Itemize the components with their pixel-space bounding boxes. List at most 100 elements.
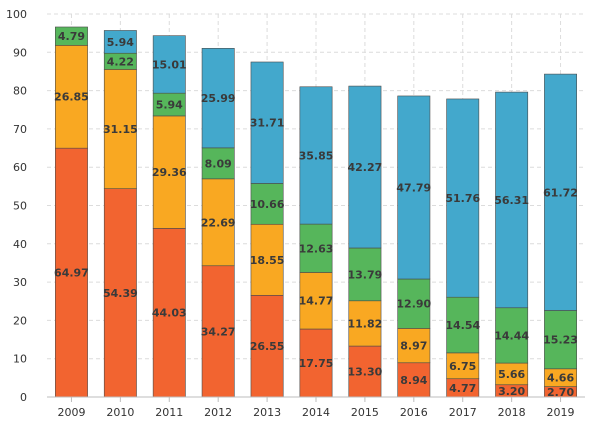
- y-tick-label: 90: [13, 46, 27, 59]
- bar-segment-2017-s2: [446, 296, 480, 354]
- data-label: 12.63: [299, 242, 334, 255]
- bar-segment-2010-s0: [103, 188, 137, 398]
- bar-segment-2009-s1: [55, 45, 88, 149]
- y-tick-label: 10: [13, 353, 27, 366]
- bar-segment-2014-s1: [299, 272, 333, 330]
- data-label: 44.03: [152, 307, 187, 320]
- bar-segment-2019-s3: [544, 73, 577, 311]
- y-axis: 0 10 20 30 40 50 60 70 80 90 100: [6, 8, 27, 404]
- data-label: 8.94: [400, 374, 427, 387]
- bars: 64.97 26.85 4.79 54.39 31.15 4.22 5.94 44.03 29.…: [54, 26, 578, 399]
- data-label: 6.75: [449, 360, 476, 373]
- y-tick-label: 50: [13, 200, 27, 213]
- bar-segment-2018-s3: [495, 91, 529, 309]
- data-label: 13.30: [348, 366, 383, 379]
- data-label: 8.09: [205, 157, 232, 170]
- data-label: 8.97: [400, 340, 427, 353]
- data-label: 14.44: [494, 329, 529, 342]
- data-label: 5.66: [498, 368, 525, 381]
- data-label: 54.39: [103, 287, 138, 300]
- bar-segment-2018-s2: [495, 307, 529, 364]
- bar-segment-2011-s3: [152, 35, 186, 94]
- x-tick-label: 2014: [302, 406, 330, 419]
- bar-segment-2011-s1: [152, 115, 186, 229]
- data-label: 4.77: [449, 382, 476, 395]
- data-label: 61.72: [543, 186, 578, 199]
- data-label: 3.20: [498, 385, 525, 398]
- bar-segment-2017-s1: [446, 352, 480, 380]
- y-tick-label: 60: [13, 161, 27, 174]
- bar-segment-2009-s0: [55, 147, 88, 398]
- data-label: 26.85: [54, 91, 89, 104]
- bar-segment-2012-s2: [201, 147, 235, 180]
- y-tick-label: 100: [6, 8, 27, 21]
- bar-segment-2014-s3: [299, 86, 333, 225]
- data-label: 12.90: [396, 298, 431, 311]
- x-tick-label: 2016: [400, 406, 428, 419]
- bar-segment-2012-s3: [201, 48, 235, 149]
- data-label: 5.94: [156, 99, 183, 112]
- data-label: 51.76: [445, 192, 480, 205]
- data-label: 14.77: [299, 295, 334, 308]
- bar-segment-2015-s0: [348, 345, 382, 398]
- bar-segment-2010-s1: [103, 69, 137, 189]
- bar-segment-2015-s1: [348, 300, 382, 347]
- data-label: 22.69: [201, 216, 236, 229]
- x-tick-label: 2010: [106, 406, 134, 419]
- y-tick-label: 70: [13, 123, 27, 136]
- data-label: 47.79: [396, 181, 431, 194]
- bar-segment-2012-s1: [201, 178, 235, 267]
- data-label: 18.55: [250, 254, 285, 267]
- x-tick-label: 2015: [351, 406, 379, 419]
- x-tick-label: 2009: [57, 406, 85, 419]
- data-label: 35.85: [299, 149, 334, 162]
- bar-segment-2013-s1: [250, 223, 284, 296]
- bar-segment-2016-s3: [397, 95, 431, 280]
- data-label: 56.31: [494, 194, 529, 207]
- bar-segment-2019-s2: [544, 310, 577, 370]
- bar-segment-2013-s3: [250, 61, 284, 184]
- bar-segment-2015-s3: [348, 85, 382, 249]
- x-tick-label: 2013: [253, 406, 281, 419]
- data-label: 42.27: [348, 161, 383, 174]
- data-label: 10.66: [250, 198, 285, 211]
- y-tick-label: 30: [13, 276, 27, 289]
- x-tick-label: 2017: [449, 406, 477, 419]
- data-label: 29.36: [152, 166, 187, 179]
- bar-segment-2016-s2: [397, 278, 431, 329]
- data-label: 26.55: [250, 340, 285, 353]
- x-tick-label: 2018: [498, 406, 526, 419]
- bar-segment-2009-s2: [55, 26, 88, 46]
- data-label: 4.66: [547, 372, 574, 385]
- data-label: 25.99: [201, 92, 236, 105]
- bar-segment-2011-s0: [152, 228, 186, 398]
- data-label: 15.23: [543, 334, 578, 347]
- data-label: 34.27: [201, 325, 236, 338]
- data-label: 14.54: [445, 319, 480, 332]
- data-label: 13.79: [348, 268, 383, 281]
- x-tick-label: 2011: [155, 406, 183, 419]
- x-tick-label: 2019: [547, 406, 575, 419]
- data-label: 11.82: [348, 317, 383, 330]
- data-label: 2.70: [547, 386, 574, 399]
- bar-segment-2016-s0: [397, 362, 431, 398]
- y-tick-label: 40: [13, 238, 27, 251]
- bar-segment-2014-s2: [299, 223, 333, 273]
- bar-segment-2013-s0: [250, 295, 284, 398]
- data-label: 31.15: [103, 123, 138, 136]
- y-tick-label: 20: [13, 314, 27, 327]
- data-label: 17.75: [299, 357, 334, 370]
- data-label: 64.97: [54, 267, 89, 280]
- data-label: 31.71: [250, 117, 285, 130]
- y-tick-label: 80: [13, 85, 27, 98]
- data-label: 15.01: [152, 58, 187, 71]
- bar-segment-2010-s3: [103, 30, 137, 54]
- bar-segment-2015-s2: [348, 247, 382, 302]
- data-label: 4.79: [58, 30, 85, 43]
- data-label: 4.22: [107, 55, 134, 68]
- x-tick-label: 2012: [204, 406, 232, 419]
- bar-segment-2013-s2: [250, 183, 284, 225]
- bar-segment-2017-s3: [446, 98, 480, 298]
- x-axis: 2009 2010 2011 2012 2013 2014 2015 2016 2017 2018…: [47, 396, 585, 419]
